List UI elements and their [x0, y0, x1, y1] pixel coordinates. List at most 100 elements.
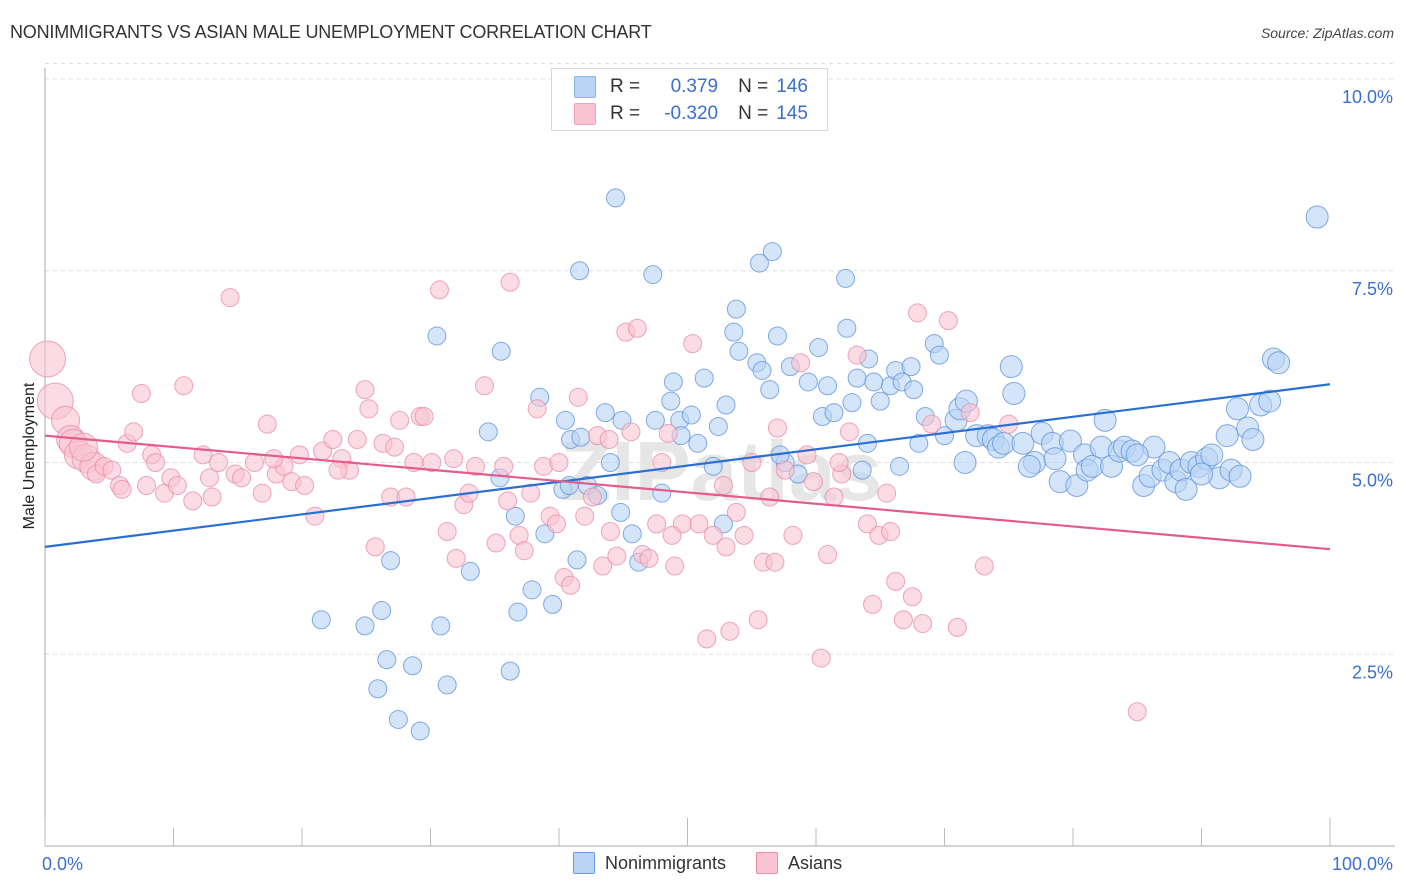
n-label: N = [738, 76, 769, 97]
legend-item-asians[interactable]: Asians [756, 852, 842, 874]
data-point [791, 353, 811, 373]
data-point [643, 265, 663, 285]
data-point [500, 661, 520, 681]
data-point [681, 405, 701, 425]
data-point [174, 376, 194, 396]
data-point [568, 387, 588, 407]
legend-swatch-asians [756, 852, 779, 874]
data-point [1017, 454, 1041, 478]
data-point [662, 525, 682, 545]
data-point [760, 487, 780, 507]
data-point [1267, 351, 1291, 375]
data-point [953, 451, 977, 474]
data-point [427, 326, 447, 346]
data-point [323, 429, 343, 449]
data-point [1228, 464, 1252, 488]
r-value: 0.379 [670, 76, 719, 97]
data-point [881, 522, 901, 542]
data-point [716, 395, 736, 415]
data-point [522, 580, 542, 600]
data-point [703, 525, 723, 545]
n-value: 145 [776, 103, 808, 124]
data-point [652, 453, 672, 472]
data-point [890, 456, 910, 476]
data-point [999, 355, 1023, 379]
data-point [311, 610, 331, 630]
data-point [836, 268, 856, 288]
data-point [716, 537, 736, 557]
data-point [803, 472, 823, 492]
data-point [257, 414, 277, 434]
data-point [992, 431, 1016, 455]
data-point [486, 533, 506, 553]
data-point [543, 594, 563, 614]
data-point [437, 522, 457, 542]
data-point [295, 476, 315, 496]
data-point [909, 433, 929, 453]
y-tick-label: 5.0% [1352, 471, 1393, 491]
data-point [347, 429, 367, 449]
data-point [724, 322, 744, 342]
data-point [1241, 427, 1265, 451]
n-value: 146 [776, 76, 808, 97]
data-point [328, 460, 348, 480]
data-point [647, 514, 667, 534]
data-point [767, 418, 787, 438]
data-point [749, 253, 769, 273]
data-point [726, 502, 746, 522]
data-point [1002, 381, 1026, 405]
data-point [444, 449, 464, 469]
data-point [960, 403, 980, 423]
data-point [549, 453, 569, 472]
data-point [595, 403, 615, 423]
data-point [775, 460, 795, 480]
data-point [137, 476, 157, 496]
data-point [355, 380, 375, 400]
data-point [446, 548, 466, 568]
data-point [798, 372, 818, 392]
data-point [824, 403, 844, 423]
data-point [431, 616, 451, 636]
data-point [599, 429, 619, 449]
legend-label-asians: Asians [788, 852, 843, 873]
data-point [1093, 408, 1117, 432]
data-point [639, 548, 659, 568]
y-tick-label: 7.5% [1352, 279, 1393, 299]
data-point [902, 587, 922, 607]
data-point [124, 422, 144, 442]
data-point [571, 427, 591, 447]
data-point [661, 391, 681, 411]
data-point [508, 602, 528, 622]
data-point [908, 303, 928, 323]
data-point [863, 594, 883, 614]
data-point [1080, 454, 1104, 478]
data-point [938, 311, 958, 331]
data-point [244, 453, 264, 472]
trend-line-asians [44, 434, 1331, 551]
data-point [474, 376, 494, 396]
data-point [252, 483, 272, 503]
data-point [627, 318, 647, 338]
data-point [697, 629, 717, 649]
data-point [922, 414, 942, 434]
data-point [839, 422, 859, 442]
legend-item-nonimmigrants[interactable]: Nonimmigrants [573, 852, 726, 874]
data-point [762, 242, 782, 262]
data-point [403, 656, 423, 676]
axes [44, 68, 1395, 847]
data-point [974, 556, 994, 576]
y-tick-label: 10.0% [1342, 87, 1393, 107]
data-point [720, 621, 740, 641]
data-point [465, 456, 485, 476]
data-point [1174, 477, 1198, 501]
data-point [935, 426, 954, 446]
data-point [555, 410, 575, 430]
data-point [422, 453, 442, 472]
data-point [607, 546, 627, 566]
data-point [852, 460, 872, 480]
legend-row-asians: R = -0.320 N = 145 [574, 102, 808, 126]
data-point [575, 506, 595, 526]
data-point [368, 679, 388, 699]
data-point [901, 357, 921, 377]
data-point [652, 483, 672, 503]
